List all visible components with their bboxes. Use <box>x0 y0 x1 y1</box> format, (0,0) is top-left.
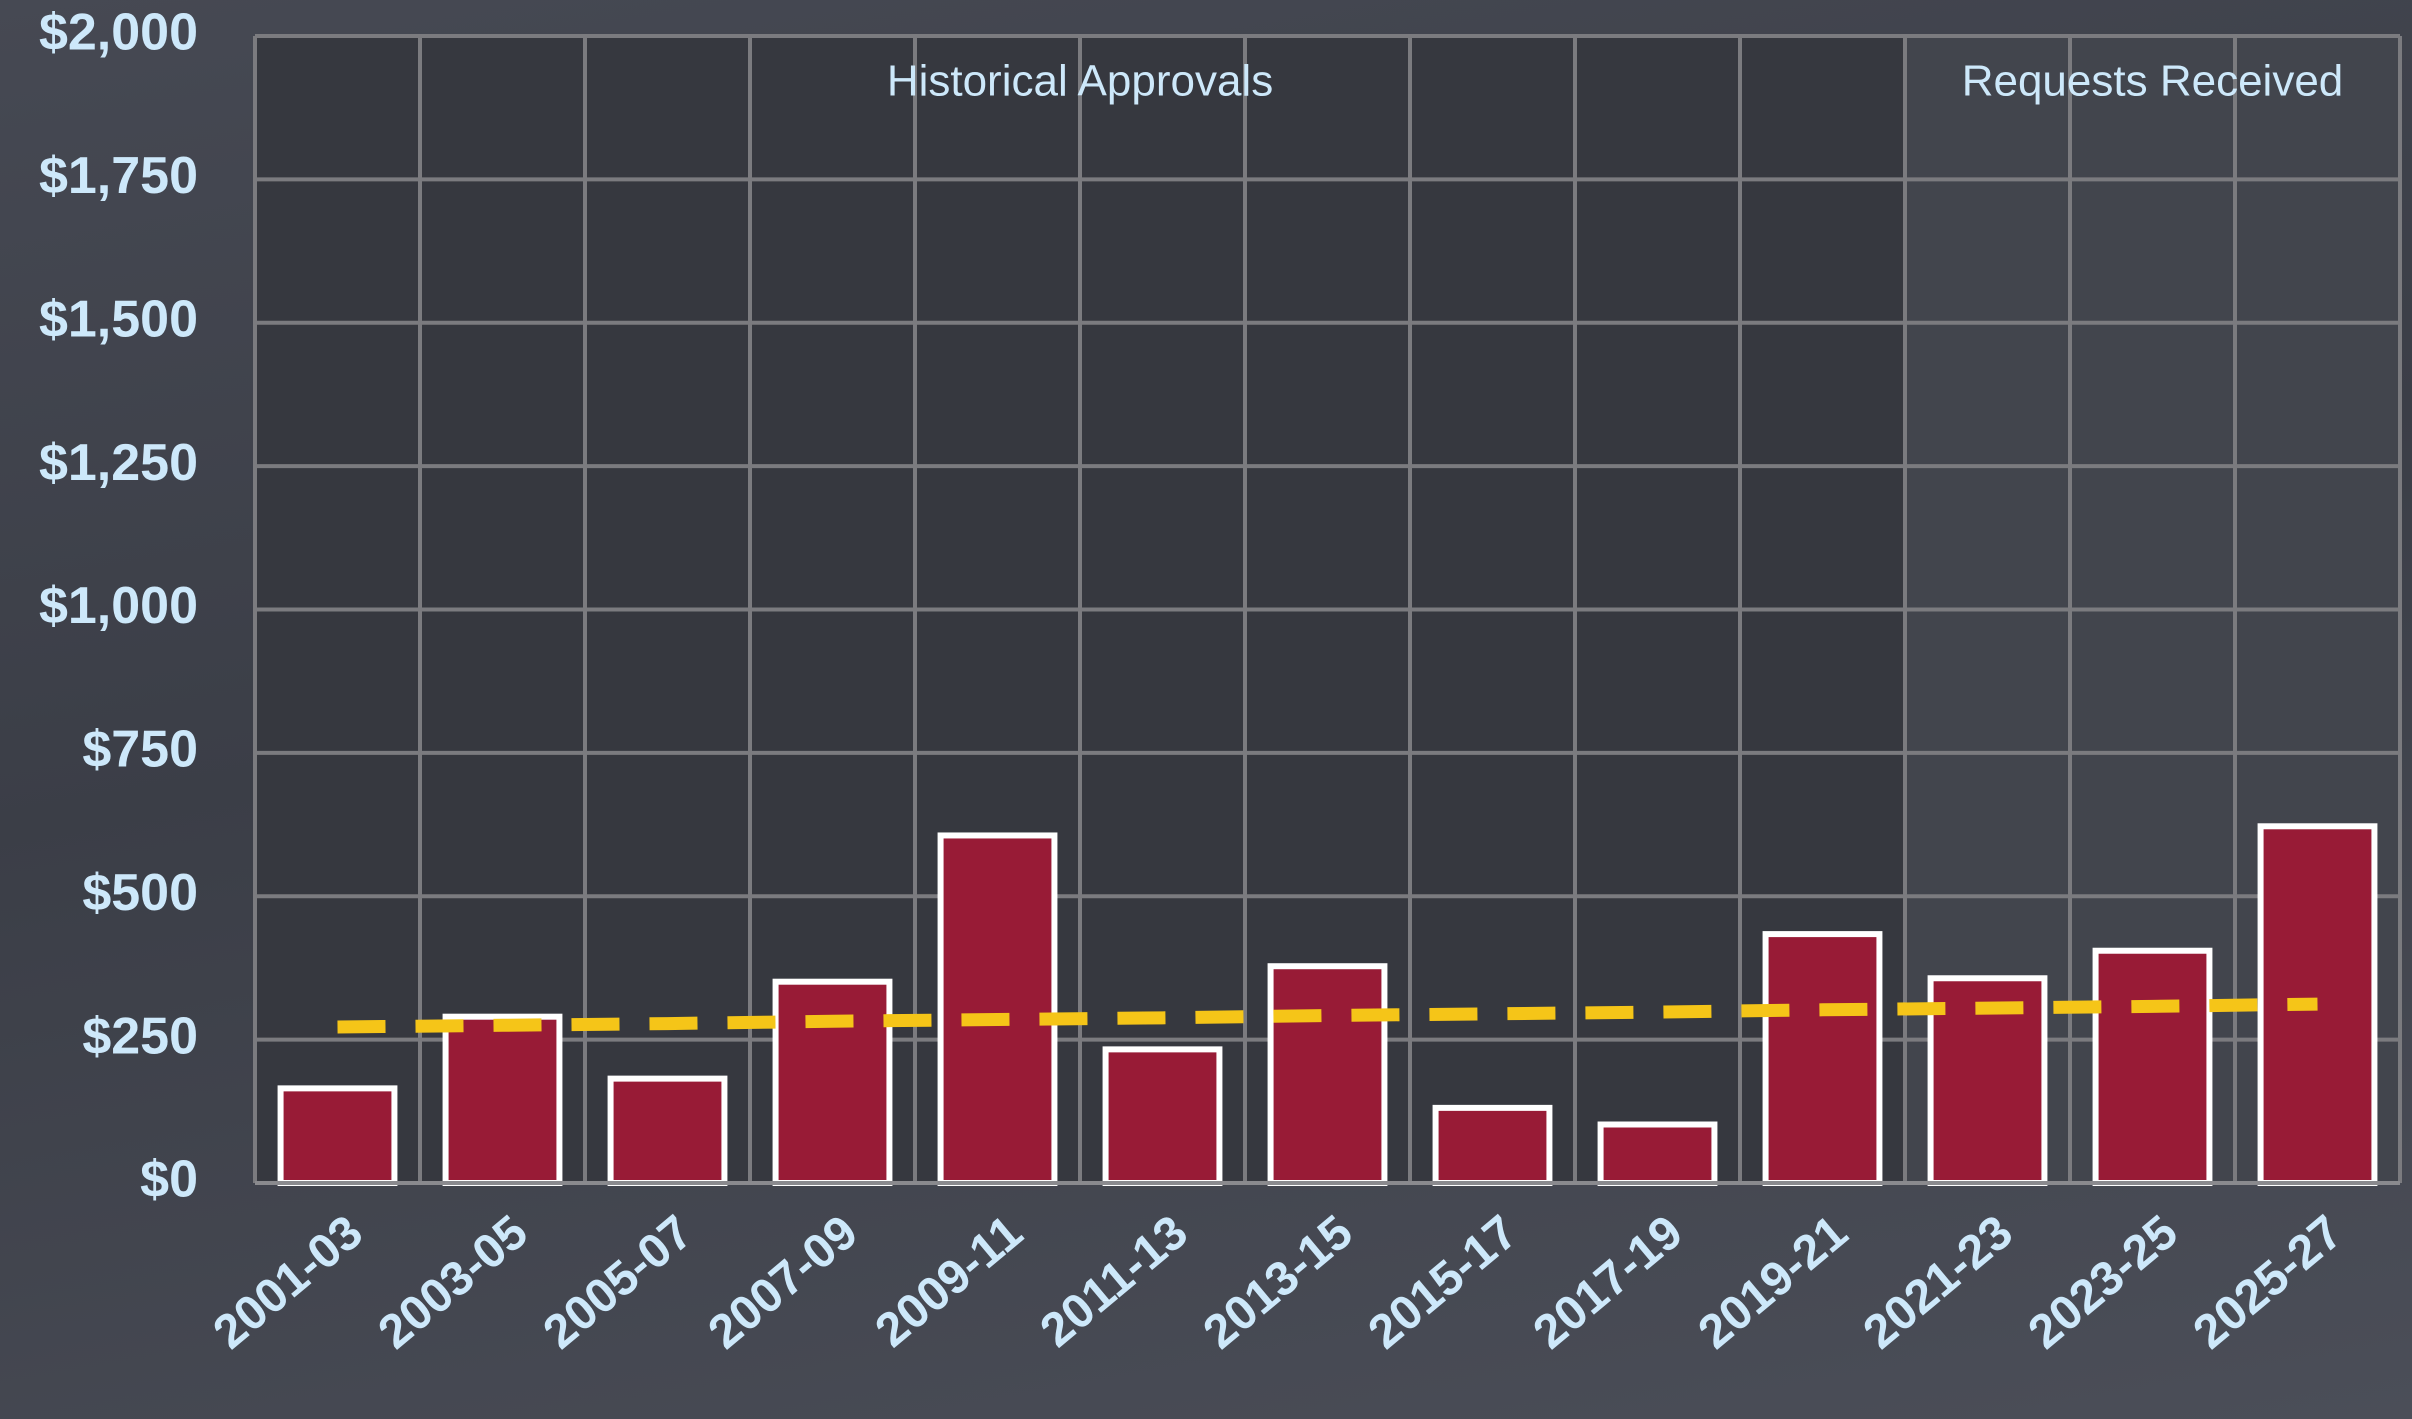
x-tick-label: 2007-09 <box>699 1206 868 1360</box>
bar <box>1597 1121 1718 1187</box>
y-tick-label: $750 <box>82 721 198 779</box>
bar <box>607 1075 728 1187</box>
y-tick-label: $2,000 <box>39 4 198 62</box>
y-tick-label: $1,250 <box>39 434 198 492</box>
bar <box>772 978 893 1186</box>
y-tick-label: $1,000 <box>39 577 198 635</box>
y-tick-label: $1,500 <box>39 290 198 348</box>
bar <box>1102 1046 1223 1187</box>
annotation: Historical Approvals <box>887 57 1273 106</box>
x-tick-label: 2001-03 <box>204 1206 373 1360</box>
x-tick-label: 2013-15 <box>1194 1206 1363 1360</box>
y-tick-label: $1,750 <box>39 147 198 205</box>
annotation: Requests Received <box>1962 57 2344 106</box>
x-tick-label: 2025-27 <box>2184 1206 2353 1360</box>
bar <box>937 832 1058 1186</box>
y-tick-label: $500 <box>82 864 198 922</box>
x-tick-label: 2017-19 <box>1524 1206 1693 1360</box>
x-tick-label: 2019-21 <box>1689 1206 1858 1360</box>
bar <box>2092 947 2213 1186</box>
x-tick-label: 2021-23 <box>1854 1206 2023 1360</box>
y-tick-label: $250 <box>82 1007 198 1065</box>
trend-line <box>337 997 2318 1034</box>
bar <box>1762 931 1883 1187</box>
bar <box>1267 963 1388 1186</box>
y-tick-label: $0 <box>140 1151 198 1209</box>
x-tick-label: 2009-11 <box>866 1206 1033 1358</box>
x-tick-label: 2011-13 <box>1031 1206 1198 1358</box>
x-tick-label: 2003-05 <box>369 1206 538 1360</box>
bar <box>442 1013 563 1186</box>
x-tick-label: 2015-17 <box>1359 1206 1528 1360</box>
bar <box>1432 1104 1553 1186</box>
x-tick-label: 2005-07 <box>534 1206 703 1360</box>
x-tick-label: 2023-25 <box>2019 1206 2188 1360</box>
bar <box>277 1085 398 1187</box>
